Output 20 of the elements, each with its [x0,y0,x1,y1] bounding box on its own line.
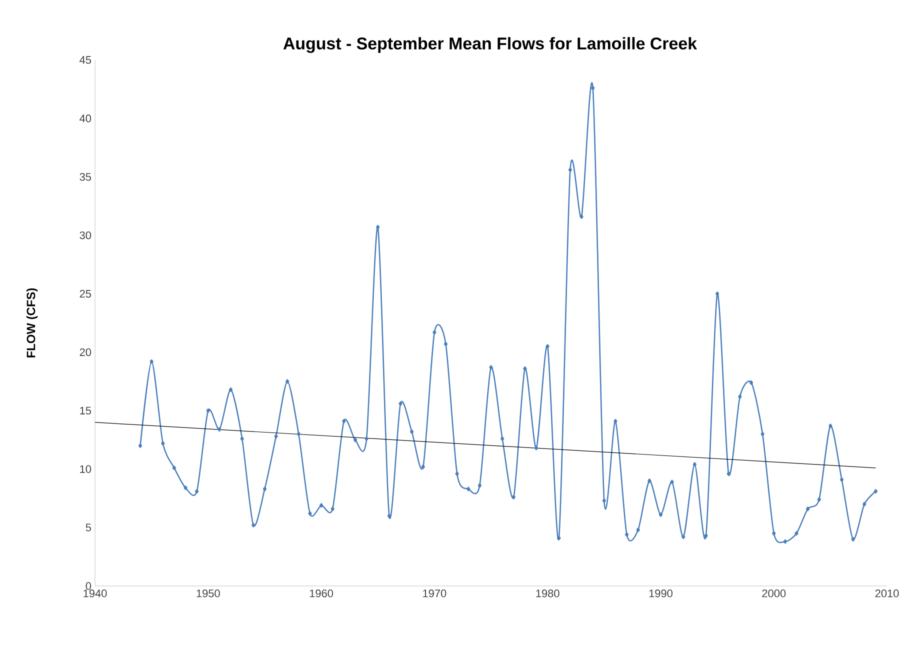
y-tick-label: 20 [80,348,92,356]
x-tick-label: 1940 [84,590,107,598]
y-tick-label: 15 [80,406,92,414]
x-tick-label: 1980 [536,590,560,598]
x-tick-label: 2010 [875,590,899,598]
chart-title: August - September Mean Flows for Lamoille Creek [283,37,698,53]
y-tick-label: 40 [80,114,92,122]
y-tick-label: 10 [80,465,92,473]
x-tick-label: 1950 [196,590,220,598]
y-tick-label: 25 [80,290,92,298]
x-tick-label: 1990 [649,590,672,598]
x-tick-label: 2000 [762,590,786,598]
y-tick-label: 30 [80,231,92,240]
y-tick-label: 5 [86,524,92,532]
y-axis-title: FLOW (CFS) [26,288,38,358]
y-tick-label: 45 [80,56,92,64]
y-tick-label: 0 [86,582,92,590]
x-tick-label: 1960 [310,590,334,598]
y-tick-label: 35 [80,173,92,181]
x-tick-label: 1970 [423,590,446,598]
